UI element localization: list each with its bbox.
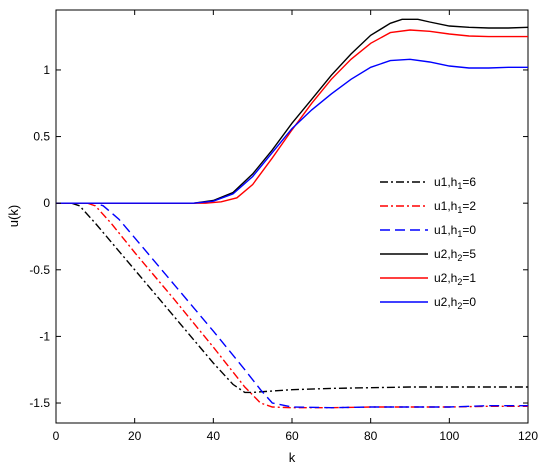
series-layer	[56, 18, 529, 409]
legend-label-subscript: 1	[457, 205, 462, 215]
legend-label-1: u1,h1=6	[434, 175, 476, 191]
series-line-3	[56, 202, 528, 409]
legend-label-4: u2,h2=5	[434, 247, 476, 263]
legend-label-5: u2,h2=1	[434, 271, 476, 287]
x-axis-label: k	[289, 450, 296, 465]
x-tick-label: 100	[439, 429, 459, 443]
x-tick-label: 20	[128, 429, 142, 443]
x-tick-label: 60	[285, 429, 299, 443]
legend-label-value: =2	[462, 199, 476, 213]
legend-label-subscript: 2	[457, 277, 462, 287]
legend-label-value: =0	[462, 223, 476, 237]
y-axis-label: u(k)	[6, 205, 21, 227]
legend: u1,h1=6u1,h1=2u1,h1=0u2,h2=5u2,h2=1u2,h2…	[380, 175, 476, 311]
legend-label-subscript: 1	[457, 229, 462, 239]
series-line-5	[56, 29, 528, 204]
legend-label-main: u2,h	[434, 295, 457, 309]
legend-label-main: u1,h	[434, 199, 457, 213]
x-tick-label: 40	[207, 429, 221, 443]
y-tick-label: 0.5	[33, 130, 50, 144]
y-tick-label: -0.5	[29, 263, 50, 277]
y-tick-label: 0	[43, 196, 50, 210]
legend-label-subscript: 2	[457, 253, 462, 263]
series-line-1	[56, 202, 528, 394]
x-tick-label: 0	[53, 429, 60, 443]
legend-label-subscript: 2	[457, 301, 462, 311]
plot-frame	[55, 9, 529, 424]
x-tick-label: 120	[518, 429, 538, 443]
y-tick-label: 1	[43, 63, 50, 77]
series-line-4	[56, 18, 529, 204]
legend-label-3: u1,h1=0	[434, 223, 476, 239]
legend-label-subscript: 1	[457, 181, 462, 191]
x-tick-label: 80	[364, 429, 378, 443]
legend-label-2: u1,h1=2	[434, 199, 476, 215]
legend-label-value: =5	[462, 247, 476, 261]
legend-label-value: =1	[462, 271, 476, 285]
y-tick-label: -1.5	[29, 396, 50, 410]
legend-label-value: =6	[462, 175, 476, 189]
legend-label-main: u1,h	[434, 223, 457, 237]
y-tick-label: -1	[39, 329, 50, 343]
ticks-layer: 0 20 40 60 80 100 120 -1.5 -1 -0.5 0 0.5 1	[29, 10, 538, 443]
legend-label-main: u2,h	[434, 271, 457, 285]
legend-label-value: =0	[462, 295, 476, 309]
series-line-6	[56, 58, 528, 204]
legend-label-main: u1,h	[434, 175, 457, 189]
legend-label-6: u2,h2=0	[434, 295, 476, 311]
legend-label-main: u2,h	[434, 247, 457, 261]
